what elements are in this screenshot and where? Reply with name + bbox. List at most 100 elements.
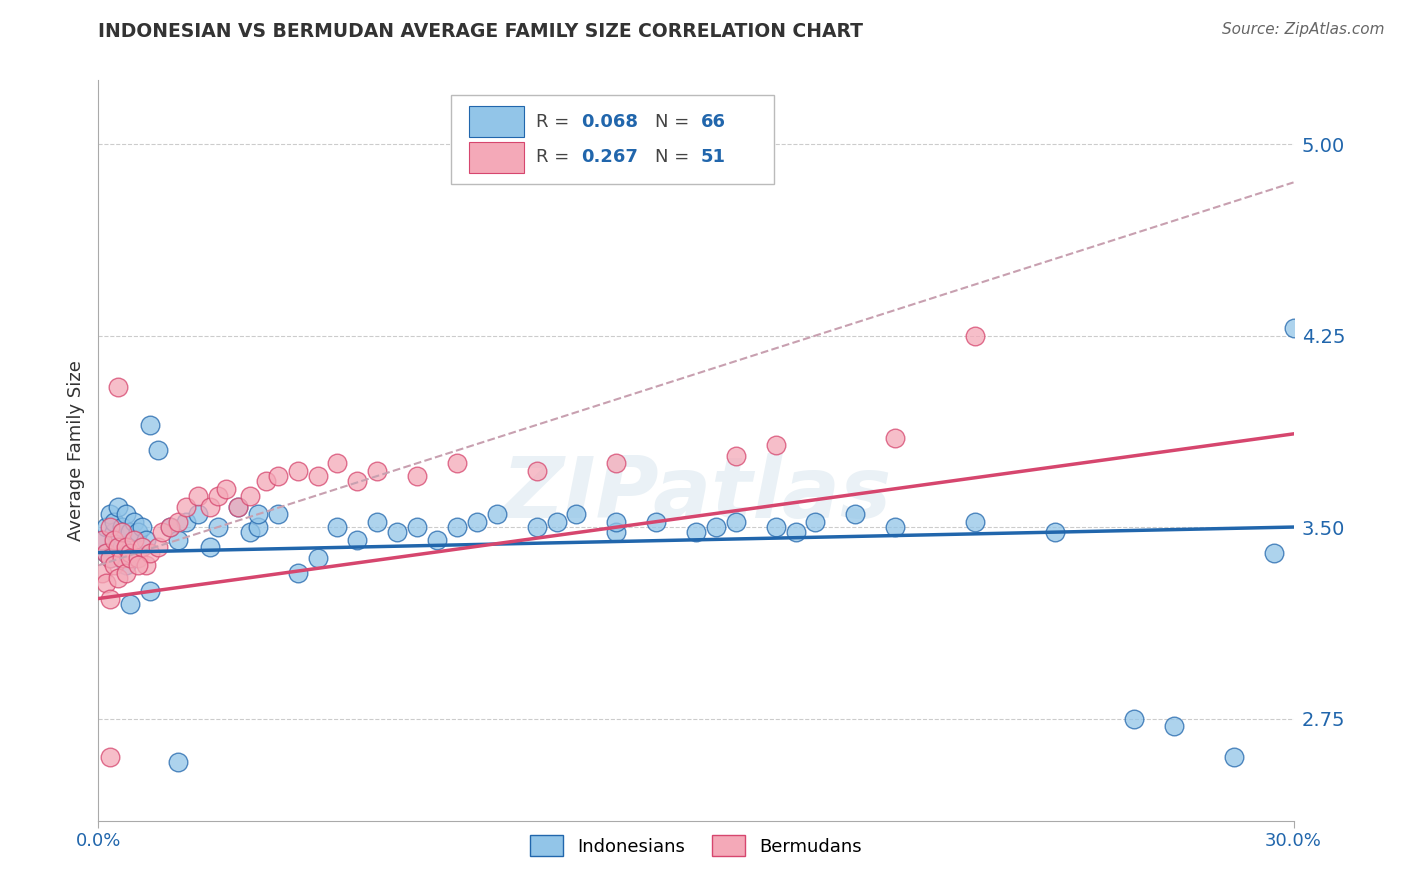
Point [96,576,118,591]
Point [159,520,181,534]
Point [103,525,125,540]
Point [115,541,138,555]
Point [167,533,190,547]
Text: 0.068: 0.068 [581,112,638,130]
Text: 0.267: 0.267 [581,148,638,167]
Point [98,550,122,565]
Point [207,490,229,504]
Point [239,490,262,504]
Point [346,533,368,547]
Point [98,508,122,522]
Point [107,533,129,547]
Point [226,500,249,514]
Point [96,545,118,559]
Point [246,520,269,534]
Point [98,550,122,565]
Point [239,525,262,540]
Point [1263,545,1285,559]
Y-axis label: Average Family Size: Average Family Size [66,360,84,541]
Point [765,438,787,452]
Point [91,533,114,547]
Point [174,500,197,514]
Point [1163,719,1185,733]
Point [326,456,349,470]
Point [385,525,409,540]
Point [96,520,118,534]
Point [150,525,173,540]
Point [963,328,986,343]
Point [685,525,707,540]
Point [446,456,468,470]
Text: R =: R = [536,148,569,167]
FancyBboxPatch shape [470,142,524,173]
FancyBboxPatch shape [451,95,773,184]
Point [1123,712,1146,726]
Text: R =: R = [536,112,569,130]
Point [135,558,157,573]
Point [546,515,568,529]
Point [107,541,129,555]
Point [526,520,548,534]
Point [366,464,388,478]
Point [426,533,449,547]
Point [107,500,129,514]
Point [346,474,368,488]
Point [174,515,197,529]
Point [96,545,118,559]
Point [884,431,907,445]
Point [963,515,986,529]
Point [246,508,269,522]
Point [326,520,349,534]
Point [366,515,388,529]
Point [1043,525,1066,540]
Point [91,533,114,547]
Point [884,520,907,534]
Point [307,469,329,483]
Point [107,571,129,585]
Point [120,550,142,565]
Text: INDONESIAN VS BERMUDAN AVERAGE FAMILY SIZE CORRELATION CHART: INDONESIAN VS BERMUDAN AVERAGE FAMILY SI… [98,22,863,41]
Point [127,550,149,565]
Point [254,474,277,488]
Point [167,515,190,529]
Point [605,456,627,470]
Point [98,749,122,764]
Point [187,508,209,522]
Point [287,566,309,580]
FancyBboxPatch shape [470,106,524,137]
Point [844,508,866,522]
Point [124,515,146,529]
Point [111,550,134,565]
Text: 66: 66 [700,112,725,130]
Point [115,566,138,580]
Point [167,755,190,769]
Point [120,597,142,611]
Point [120,545,142,559]
Point [148,443,170,458]
Point [406,520,429,534]
Point [605,515,627,529]
Point [187,490,209,504]
Point [215,482,238,496]
Point [135,533,157,547]
Text: N =: N = [655,112,689,130]
Text: Source: ZipAtlas.com: Source: ZipAtlas.com [1222,22,1385,37]
Point [785,525,807,540]
Text: N =: N = [655,148,689,167]
Point [1282,321,1305,335]
Point [287,464,309,478]
Point [111,520,134,534]
Point [103,558,125,573]
Point [526,464,548,478]
Point [307,550,329,565]
Point [485,508,508,522]
Point [107,379,129,393]
Point [91,566,114,580]
Point [605,525,627,540]
Point [267,469,290,483]
Point [98,520,122,534]
Point [565,508,588,522]
Point [207,520,229,534]
Point [127,525,149,540]
Point [127,558,149,573]
